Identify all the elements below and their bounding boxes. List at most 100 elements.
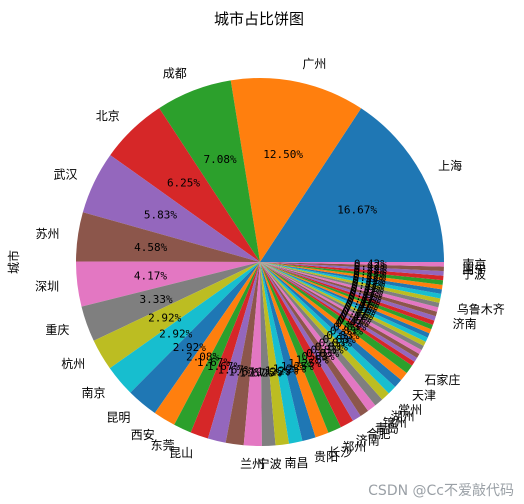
slice-label: 南宁	[462, 262, 486, 277]
pie-slice	[260, 262, 422, 354]
pie-slice	[159, 80, 260, 262]
slice-label: 南京	[462, 257, 486, 272]
pie-slice	[225, 262, 260, 446]
pie-slice	[260, 262, 432, 334]
slice-percentage: 0.42%	[354, 263, 387, 276]
pie-slice	[260, 262, 440, 308]
slice-percentage: 0.42%	[349, 287, 382, 300]
pie-slice	[260, 262, 441, 303]
pie-slice	[260, 262, 420, 358]
pie-slice	[260, 262, 444, 272]
percentage-labels: 16.67% 12.50% 7.08% 6.25% 5.83% 4.58% 4.17% 3.3…	[134, 148, 387, 379]
slice-label: 昆明	[106, 410, 130, 424]
pie-slice	[260, 262, 442, 294]
slice-label: 东莞	[151, 439, 175, 453]
slice-percentage: 1.67%	[217, 363, 250, 376]
slice-percentage: 0.42%	[351, 279, 384, 292]
slice-percentage: 0.42%	[346, 298, 379, 311]
pie-slice	[260, 262, 396, 394]
pie-slice	[260, 262, 361, 421]
chart-title: 城市占比饼图	[214, 10, 304, 28]
slice-percentage: 0.83%	[326, 329, 359, 342]
slice-percentage: 0.42%	[340, 310, 373, 323]
slice-label: 苏州	[36, 227, 60, 241]
pie-slice	[260, 108, 444, 263]
pie-slice	[260, 262, 413, 373]
slice-label: 成都	[163, 66, 187, 80]
pie-slice	[154, 262, 260, 425]
pie-slice	[190, 262, 260, 439]
slice-percentage: 0.83%	[323, 333, 356, 346]
slice-percentage: 16.67%	[337, 204, 377, 217]
slice-percentage: 5.83%	[144, 208, 177, 221]
pie-slice	[260, 262, 407, 381]
slice-label: 乌鲁木齐	[457, 301, 505, 316]
pie-slice	[260, 262, 290, 446]
pie-slice	[260, 262, 444, 281]
slice-percentage: 0.42%	[341, 308, 374, 321]
slice-label: 锦州	[383, 416, 407, 430]
slice-percentage: 0.42%	[353, 266, 386, 279]
pie-slice	[76, 212, 260, 262]
slice-percentage: 1.25%	[273, 362, 306, 375]
pie-slice	[260, 262, 433, 330]
slice-percentage: 0.42%	[354, 257, 387, 270]
slice-percentage: 4.58%	[134, 241, 167, 254]
pie-slice	[260, 262, 369, 417]
pie-slice	[260, 262, 430, 338]
slice-percentage: 2.92%	[148, 312, 181, 325]
slice-label: 天津	[412, 389, 436, 403]
slice-percentage: 0.42%	[345, 300, 378, 313]
slice-label: 深圳	[35, 280, 59, 294]
slice-percentage: 0.42%	[352, 277, 385, 290]
pie-slice	[260, 262, 316, 442]
slice-percentage: 0.42%	[335, 317, 368, 330]
slice-percentage: 12.50%	[263, 148, 303, 161]
pie-slice	[260, 262, 341, 433]
pie-slice	[260, 262, 415, 366]
slice-percentage: 0.83%	[302, 350, 335, 363]
pie-slice	[260, 262, 436, 321]
y-axis-label: 城市	[6, 250, 21, 274]
slice-label: 郑州	[342, 439, 366, 454]
pie-slice	[207, 262, 260, 443]
pie-slice	[230, 78, 362, 263]
slice-percentage: 0.42%	[350, 285, 383, 298]
slice-percentage: 0.42%	[342, 305, 375, 318]
slice-percentage: 7.08%	[204, 153, 237, 166]
pie-slice	[260, 262, 442, 299]
slice-label: 上海	[438, 158, 462, 173]
slice-percentage: 0.83%	[306, 347, 339, 360]
slice-percentage: 1.25%	[281, 360, 314, 373]
slice-percentage: 2.08%	[186, 350, 219, 363]
slice-label: 宁波	[258, 456, 282, 471]
slice-percentage: 0.83%	[319, 337, 352, 350]
pie-slice	[130, 262, 260, 413]
slice-percentage: 3.33%	[139, 293, 172, 306]
pie-slice	[260, 262, 443, 290]
slice-label: 常州	[398, 403, 422, 417]
pie-slice	[260, 262, 439, 312]
slice-percentage: 0.83%	[315, 340, 348, 353]
slice-percentage: 1.67%	[207, 360, 240, 373]
slice-percentage: 0.42%	[348, 292, 381, 305]
slice-label: 广州	[302, 57, 326, 71]
pie-slice	[75, 261, 260, 307]
slice-percentage: 2.92%	[173, 341, 206, 354]
slice-label: 石家庄	[424, 372, 460, 387]
slice-percentage: 4.17%	[134, 269, 167, 282]
slice-label: 济南	[356, 432, 380, 447]
slice-label: 贵阳	[314, 450, 338, 464]
slice-percentage: 0.42%	[347, 295, 380, 308]
pie-slice	[260, 262, 383, 406]
slice-percentage: 1.25%	[296, 353, 329, 366]
pie-slice	[82, 155, 261, 262]
pie-slice	[93, 262, 260, 369]
pie-slice	[109, 262, 260, 393]
pie-slice	[260, 262, 428, 342]
slice-percentage: 1.25%	[257, 366, 290, 379]
pie-slice	[260, 262, 426, 346]
slice-percentage: 1.67%	[239, 366, 272, 379]
pie-slice	[110, 108, 260, 262]
slice-percentage: 1.25%	[249, 366, 282, 379]
